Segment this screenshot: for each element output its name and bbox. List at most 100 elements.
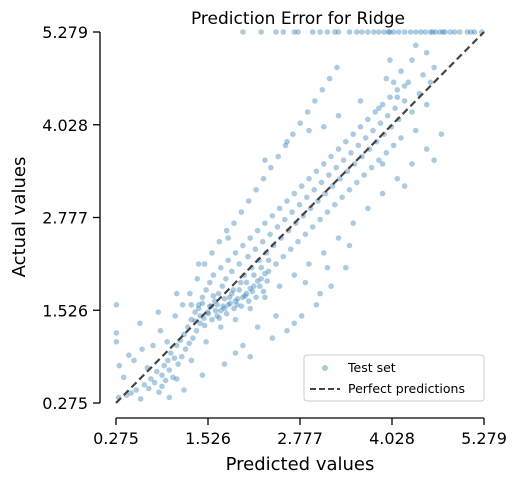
- data-point: [245, 198, 252, 204]
- data-point: [284, 198, 290, 204]
- data-point: [335, 29, 342, 35]
- data-point: [234, 296, 241, 302]
- data-point: [218, 324, 224, 330]
- data-point: [229, 268, 235, 275]
- data-point: [365, 116, 371, 123]
- data-point: [335, 146, 342, 152]
- data-point: [214, 302, 220, 308]
- data-point: [332, 201, 338, 208]
- data-point: [295, 29, 301, 35]
- data-point: [401, 98, 408, 104]
- data-point: [387, 94, 393, 100]
- data-point: [221, 305, 228, 312]
- data-point: [370, 127, 376, 134]
- data-point: [376, 157, 382, 163]
- data-point: [276, 205, 283, 212]
- data-point: [179, 353, 185, 360]
- data-point: [203, 287, 209, 293]
- data-point: [291, 320, 298, 327]
- data-point: [422, 29, 429, 35]
- data-point: [139, 346, 145, 353]
- data-point: [232, 350, 239, 356]
- data-point: [401, 183, 408, 189]
- data-point: [194, 276, 201, 282]
- data-point: [245, 253, 251, 260]
- data-point: [238, 209, 245, 215]
- data-point: [254, 227, 261, 234]
- data-point: [199, 294, 206, 301]
- data-point: [240, 294, 246, 301]
- data-point: [357, 98, 364, 104]
- data-point: [223, 227, 230, 234]
- data-point: [254, 278, 261, 284]
- data-point: [157, 327, 164, 334]
- data-point: [368, 164, 375, 171]
- data-point: [195, 261, 202, 267]
- data-point: [409, 57, 415, 63]
- data-point: [317, 216, 323, 223]
- y-tick-label: 0.275: [42, 394, 88, 413]
- data-point: [164, 339, 170, 345]
- data-point: [346, 187, 353, 193]
- data-point: [252, 246, 259, 252]
- data-point: [412, 29, 419, 35]
- data-point: [343, 264, 349, 271]
- data-point: [335, 235, 342, 241]
- data-point: [398, 135, 404, 141]
- data-point: [296, 201, 303, 208]
- data-point: [333, 164, 340, 171]
- data-point: [317, 290, 323, 297]
- data-point: [181, 387, 187, 393]
- data-point: [230, 287, 237, 293]
- data-point: [203, 339, 209, 345]
- data-point: [232, 298, 239, 304]
- data-point: [216, 238, 223, 245]
- data-point: [229, 290, 235, 297]
- data-point: [437, 29, 443, 35]
- data-point: [269, 213, 276, 219]
- data-point: [232, 316, 239, 323]
- data-point: [306, 261, 312, 267]
- data-point: [240, 29, 246, 35]
- data-point: [162, 377, 169, 384]
- data-point: [332, 29, 338, 35]
- data-point: [225, 235, 231, 241]
- data-point: [354, 179, 360, 186]
- data-point: [258, 29, 265, 35]
- data-point: [321, 250, 327, 256]
- data-point: [379, 101, 386, 108]
- data-point: [173, 376, 180, 382]
- data-point: [401, 29, 408, 35]
- data-point: [429, 29, 436, 35]
- data-point: [328, 153, 334, 160]
- data-point: [243, 290, 250, 297]
- x-axis-title: Predicted values: [226, 454, 375, 475]
- data-point: [154, 368, 160, 375]
- data-point: [238, 303, 245, 310]
- perfect-prediction-line: [115, 31, 485, 404]
- data-point: [247, 353, 253, 360]
- data-point: [379, 190, 386, 197]
- data-point: [354, 29, 360, 35]
- data-point: [324, 264, 331, 271]
- data-point: [214, 313, 220, 319]
- data-point: [159, 383, 165, 390]
- data-point: [361, 172, 368, 178]
- data-point: [155, 309, 162, 316]
- data-point: [262, 270, 268, 277]
- data-point: [128, 390, 134, 396]
- data-point: [309, 224, 316, 230]
- legend: Test set Perfect predictions: [303, 354, 485, 402]
- data-point: [247, 235, 253, 241]
- y-axis-title: Actual values: [9, 157, 30, 278]
- data-point: [312, 98, 318, 104]
- data-point: [440, 29, 446, 35]
- data-point: [262, 220, 268, 226]
- data-point: [215, 290, 222, 297]
- data-point: [179, 302, 186, 308]
- data-point: [339, 194, 345, 201]
- data-point: [383, 75, 390, 82]
- data-point: [346, 29, 353, 35]
- x-ticks: 0.275 1.526 2.777 4.028 5.279: [93, 418, 507, 448]
